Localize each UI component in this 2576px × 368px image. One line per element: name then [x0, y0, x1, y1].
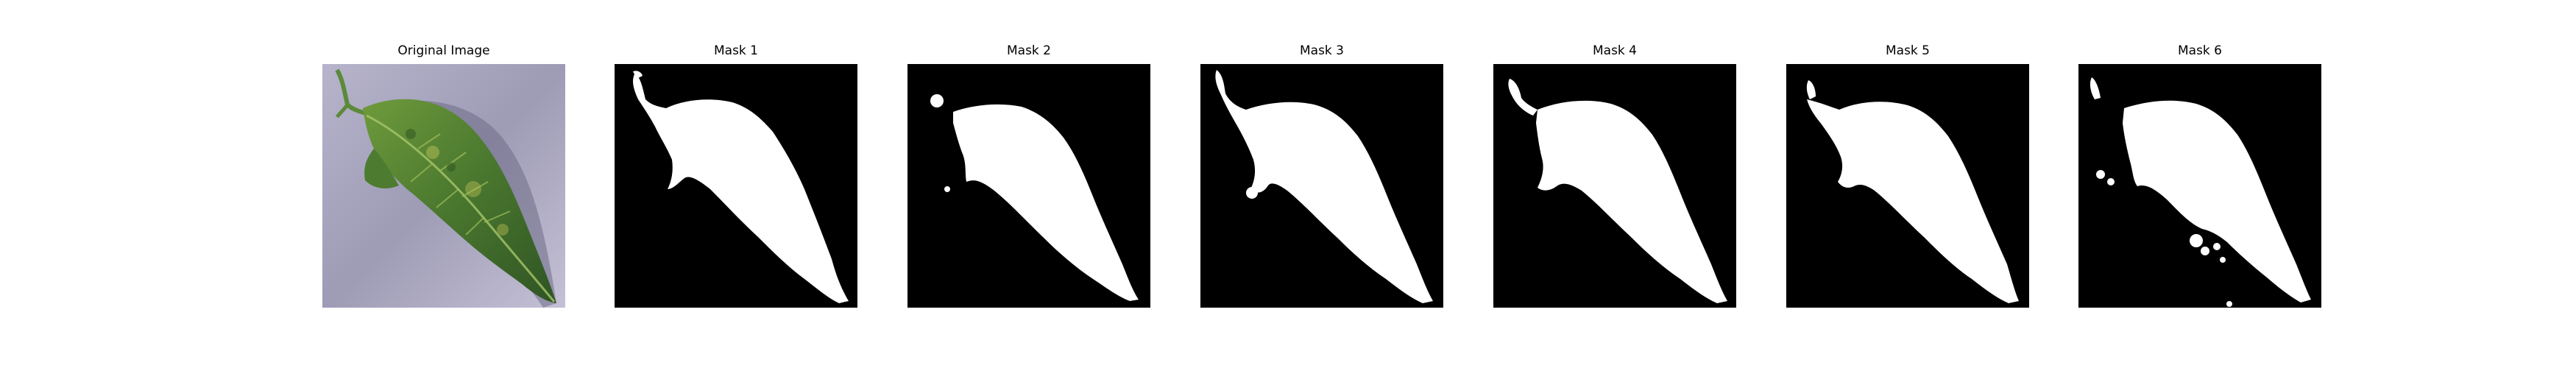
- mask-image: [1493, 64, 1736, 308]
- panel-mask-3: Mask 3: [1200, 43, 1443, 308]
- panel-mask-2: Mask 2: [907, 43, 1150, 308]
- panel-mask-6: Mask 6: [2078, 43, 2321, 308]
- mask-image: [1786, 64, 2029, 308]
- panel-mask-4: Mask 4: [1493, 43, 1736, 308]
- panel-title: Mask 1: [713, 43, 758, 58]
- panel-title: Original Image: [397, 43, 490, 58]
- panel-mask-5: Mask 5: [1786, 43, 2029, 308]
- panel-title: Mask 6: [2177, 43, 2222, 58]
- mask-image: [1200, 64, 1443, 308]
- panel-title: Mask 2: [1006, 43, 1051, 58]
- panel-original-image: Original Image: [322, 43, 565, 308]
- panel-title: Mask 5: [1885, 43, 1930, 58]
- original-image: [322, 64, 565, 308]
- mask-image: [2078, 64, 2321, 308]
- mask-image: [615, 64, 857, 308]
- mask-image: [907, 64, 1150, 308]
- panel-title: Mask 4: [1592, 43, 1637, 58]
- panel-title: Mask 3: [1299, 43, 1344, 58]
- panel-mask-1: Mask 1: [615, 43, 857, 308]
